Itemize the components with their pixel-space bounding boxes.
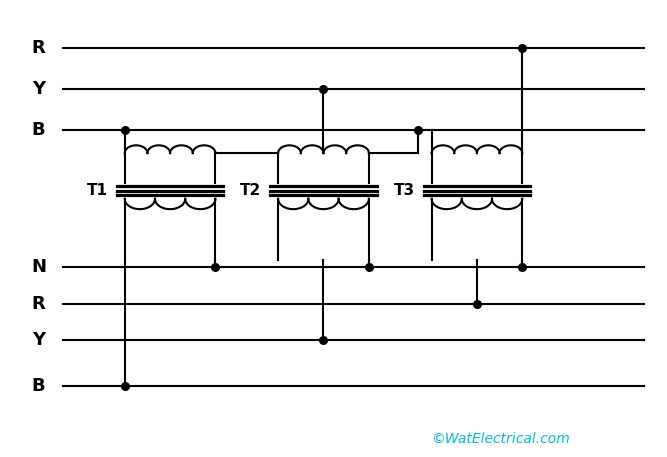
Text: R: R (32, 295, 45, 313)
Text: Y: Y (32, 331, 45, 350)
Text: R: R (32, 39, 45, 57)
Text: B: B (32, 377, 45, 395)
Text: Y: Y (32, 80, 45, 98)
Text: ©WatElectrical.com: ©WatElectrical.com (431, 432, 570, 446)
Text: N: N (31, 258, 46, 276)
Text: T3: T3 (394, 183, 415, 198)
Text: T1: T1 (87, 183, 108, 198)
Text: T2: T2 (240, 183, 261, 198)
Text: B: B (32, 121, 45, 139)
